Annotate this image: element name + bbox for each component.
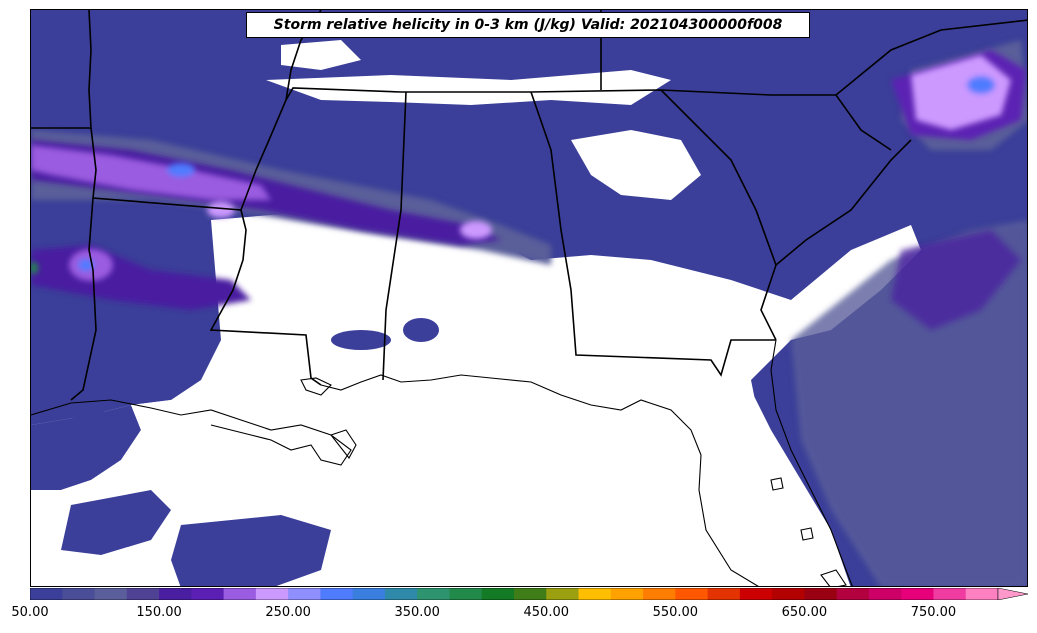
- colorbar-cell: [191, 588, 225, 600]
- colorbar-cell: [836, 588, 870, 600]
- colorbar-cell: [126, 588, 160, 600]
- colorbar-cell: [675, 588, 709, 600]
- colorbar-cell: [933, 588, 967, 600]
- helicity-field-blank: [31, 40, 921, 586]
- colorbar-cell: [384, 588, 418, 600]
- colorbar-cell: [94, 588, 128, 600]
- colorbar-tick-label: 150.00: [136, 605, 182, 620]
- map-title: Storm relative helicity in 0-3 km (J/kg)…: [246, 12, 810, 38]
- colorbar-cell: [159, 588, 192, 600]
- helicity-field-patches: [31, 318, 439, 586]
- colorbar-cell: [449, 588, 483, 600]
- colorbar-cell: [223, 588, 257, 600]
- colorbar-cell: [30, 588, 63, 600]
- colorbar-cell: [514, 588, 547, 600]
- colorbar-tick-label: 350.00: [394, 605, 440, 620]
- colorbar-tick-label: 650.00: [781, 605, 828, 620]
- colorbar-cell: [352, 588, 386, 600]
- colorbar-cell: [255, 588, 289, 600]
- colorbar-cell: [62, 588, 96, 600]
- colorbar-cell: [578, 588, 612, 600]
- colorbar-cell: [481, 588, 515, 600]
- helicity-field-peak: [31, 55, 1011, 281]
- colorbar-cell: [965, 588, 999, 600]
- colorbar-cell: [707, 588, 741, 600]
- colorbar-cell: [320, 588, 354, 600]
- colorbar-extend-arrow: [997, 588, 1028, 600]
- colorbar-cell: [804, 588, 838, 600]
- colorbar-tick-label: 750.00: [910, 605, 957, 620]
- colorbar-tick-label: 250.00: [265, 605, 311, 620]
- coastlines: [31, 339, 853, 586]
- colorbar-cell: [546, 588, 580, 600]
- colorbar-cell: [643, 588, 676, 600]
- colorbar-tick-label: 550.00: [652, 605, 699, 620]
- colorbar-tick-label: 450.00: [523, 605, 570, 620]
- map-panel: [30, 9, 1028, 587]
- state-borders: [31, 10, 1027, 401]
- colorbar-cell: [868, 588, 902, 600]
- colorbar-cell: [417, 588, 450, 600]
- colorbar-cell: [901, 588, 934, 600]
- colorbar-cell: [739, 588, 773, 600]
- colorbar-cell: [610, 588, 644, 600]
- colorbar: [30, 588, 1028, 600]
- colorbar-cell: [288, 588, 321, 600]
- helicity-map: [31, 10, 1027, 586]
- colorbar-tick-label: 50.00: [11, 605, 49, 620]
- colorbar-cell: [772, 588, 805, 600]
